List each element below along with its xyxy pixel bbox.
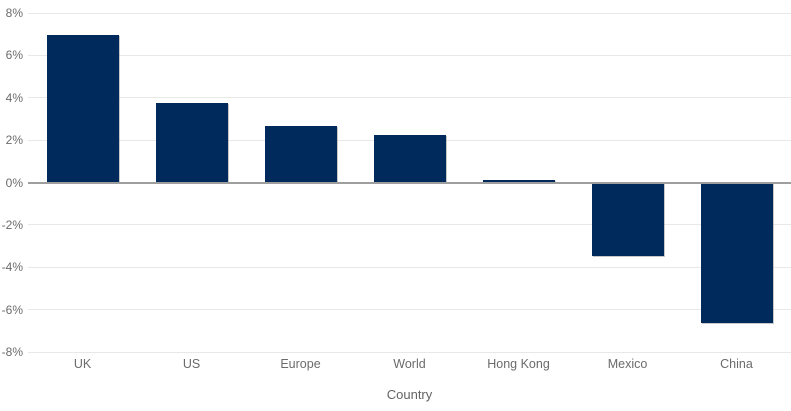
gridline [28,224,791,226]
gridline [28,309,791,311]
bar-uk[interactable] [46,35,119,183]
x-category-label: Mexico [607,357,648,371]
y-tick-label: 6% [5,48,23,63]
x-category-label: US [182,357,201,371]
bar-china[interactable] [700,182,773,324]
y-tick-label: 4% [5,90,23,105]
bar-hong-kong[interactable] [482,180,555,183]
bar-europe[interactable] [264,126,337,183]
gridline [28,97,791,99]
gridline [28,351,791,353]
y-tick-label: -8% [1,345,23,359]
y-tick-label: 2% [5,133,23,148]
x-category-label: World [393,357,426,371]
zero-axis-line [28,181,791,184]
gridline [28,12,791,14]
y-tick-label: 8% [5,6,23,20]
y-tick-label: -4% [1,260,23,275]
y-tick-label: -2% [1,217,23,232]
x-axis-title: Country [386,387,433,402]
y-tick-label: 0% [5,175,23,190]
bar-mexico[interactable] [591,182,664,256]
bar-us[interactable] [155,103,228,183]
x-category-label: Hong Kong [487,357,550,371]
x-category-label: China [720,357,753,371]
gridline [28,54,791,56]
bar-world[interactable] [373,134,446,183]
gridline [28,266,791,268]
plot-area [28,12,791,353]
x-category-label: UK [73,357,92,371]
y-tick-label: -6% [1,302,23,317]
x-category-label: Europe [280,357,321,371]
